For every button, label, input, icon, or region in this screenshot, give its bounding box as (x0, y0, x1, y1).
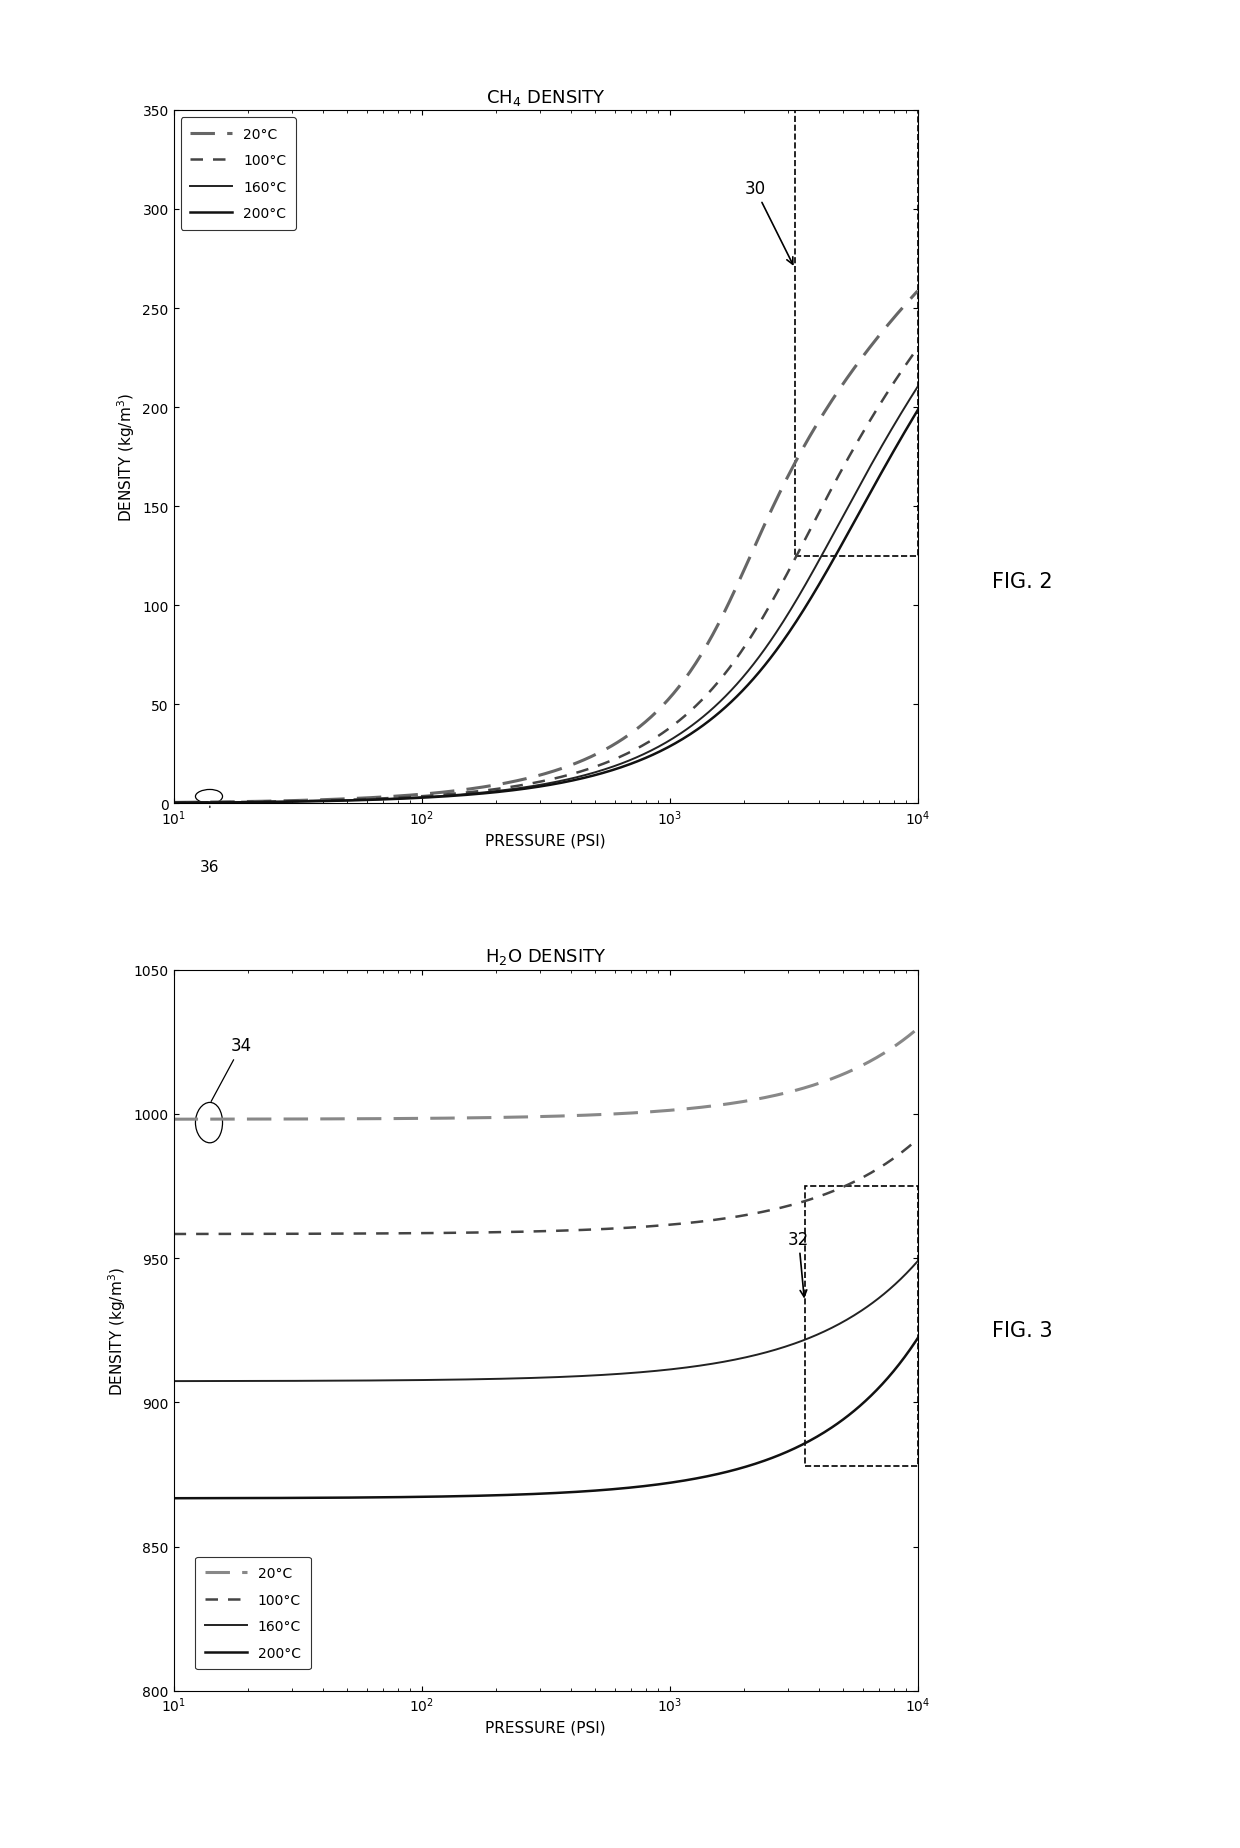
Line: 100°C: 100°C (174, 1140, 918, 1234)
200°C (166, 1488, 181, 1510)
100°C (408, 1222, 423, 1244)
200°C (461, 784, 476, 806)
200°C (634, 1475, 649, 1497)
160°C (703, 700, 718, 723)
160°C (910, 377, 925, 399)
100°C (255, 1223, 270, 1246)
20°C (408, 1107, 423, 1129)
160°C (707, 1353, 722, 1375)
100°C (166, 793, 181, 815)
Y-axis label: DENSITY (kg/m$^3$): DENSITY (kg/m$^3$) (115, 394, 136, 521)
20°C (408, 784, 423, 806)
200°C (634, 748, 649, 771)
160°C (634, 1362, 649, 1384)
Line: 20°C: 20°C (174, 292, 918, 804)
X-axis label: PRESSURE (PSI): PRESSURE (PSI) (485, 833, 606, 848)
160°C (255, 1369, 270, 1392)
Text: 30: 30 (744, 179, 792, 264)
20°C (910, 281, 925, 303)
20°C (166, 793, 181, 815)
Text: 34: 34 (211, 1037, 252, 1101)
100°C (634, 1216, 649, 1238)
20°C (255, 1109, 270, 1131)
20°C (634, 1101, 649, 1124)
100°C (634, 736, 649, 758)
100°C (408, 785, 423, 808)
Y-axis label: DENSITY (kg/m$^3$): DENSITY (kg/m$^3$) (107, 1266, 128, 1395)
100°C (703, 680, 718, 702)
100°C (910, 1129, 925, 1151)
100°C (461, 1222, 476, 1244)
Line: 20°C: 20°C (174, 1029, 918, 1120)
200°C (408, 787, 423, 809)
160°C (910, 1251, 925, 1273)
100°C (910, 338, 925, 360)
160°C (408, 787, 423, 809)
160°C (255, 791, 270, 813)
Text: FIG. 3: FIG. 3 (992, 1321, 1053, 1340)
Line: 200°C: 200°C (174, 410, 918, 804)
Text: 32: 32 (787, 1231, 810, 1297)
200°C (703, 710, 718, 732)
160°C (703, 1353, 718, 1375)
Legend: 20°C, 100°C, 160°C, 200°C: 20°C, 100°C, 160°C, 200°C (181, 118, 296, 231)
200°C (707, 706, 722, 728)
200°C (703, 1465, 718, 1488)
20°C (703, 628, 718, 650)
100°C (461, 782, 476, 804)
200°C (166, 793, 181, 815)
20°C (461, 778, 476, 800)
160°C (166, 1369, 181, 1392)
200°C (255, 791, 270, 813)
160°C (707, 697, 722, 719)
100°C (707, 1209, 722, 1231)
200°C (910, 399, 925, 421)
20°C (461, 1107, 476, 1129)
Title: CH$_4$ DENSITY: CH$_4$ DENSITY (486, 87, 605, 107)
20°C (634, 715, 649, 737)
Text: FIG. 2: FIG. 2 (992, 573, 1053, 591)
160°C (166, 793, 181, 815)
20°C (166, 1109, 181, 1131)
100°C (703, 1210, 718, 1233)
100°C (166, 1223, 181, 1246)
200°C (255, 1488, 270, 1510)
Line: 100°C: 100°C (174, 349, 918, 804)
200°C (910, 1327, 925, 1349)
200°C (408, 1486, 423, 1508)
100°C (255, 791, 270, 813)
160°C (461, 1369, 476, 1392)
160°C (408, 1369, 423, 1392)
20°C (255, 791, 270, 813)
20°C (707, 1096, 722, 1118)
160°C (461, 784, 476, 806)
20°C (910, 1018, 925, 1040)
160°C (634, 745, 649, 767)
20°C (703, 1096, 718, 1118)
200°C (461, 1486, 476, 1508)
Title: H$_2$O DENSITY: H$_2$O DENSITY (485, 946, 606, 967)
100°C (707, 676, 722, 699)
Legend: 20°C, 100°C, 160°C, 200°C: 20°C, 100°C, 160°C, 200°C (196, 1556, 311, 1669)
Line: 160°C: 160°C (174, 1262, 918, 1380)
Text: 36: 36 (200, 859, 219, 874)
20°C (707, 621, 722, 643)
Line: 160°C: 160°C (174, 388, 918, 804)
X-axis label: PRESSURE (PSI): PRESSURE (PSI) (485, 1720, 606, 1735)
200°C (707, 1464, 722, 1486)
Line: 200°C: 200°C (174, 1338, 918, 1499)
